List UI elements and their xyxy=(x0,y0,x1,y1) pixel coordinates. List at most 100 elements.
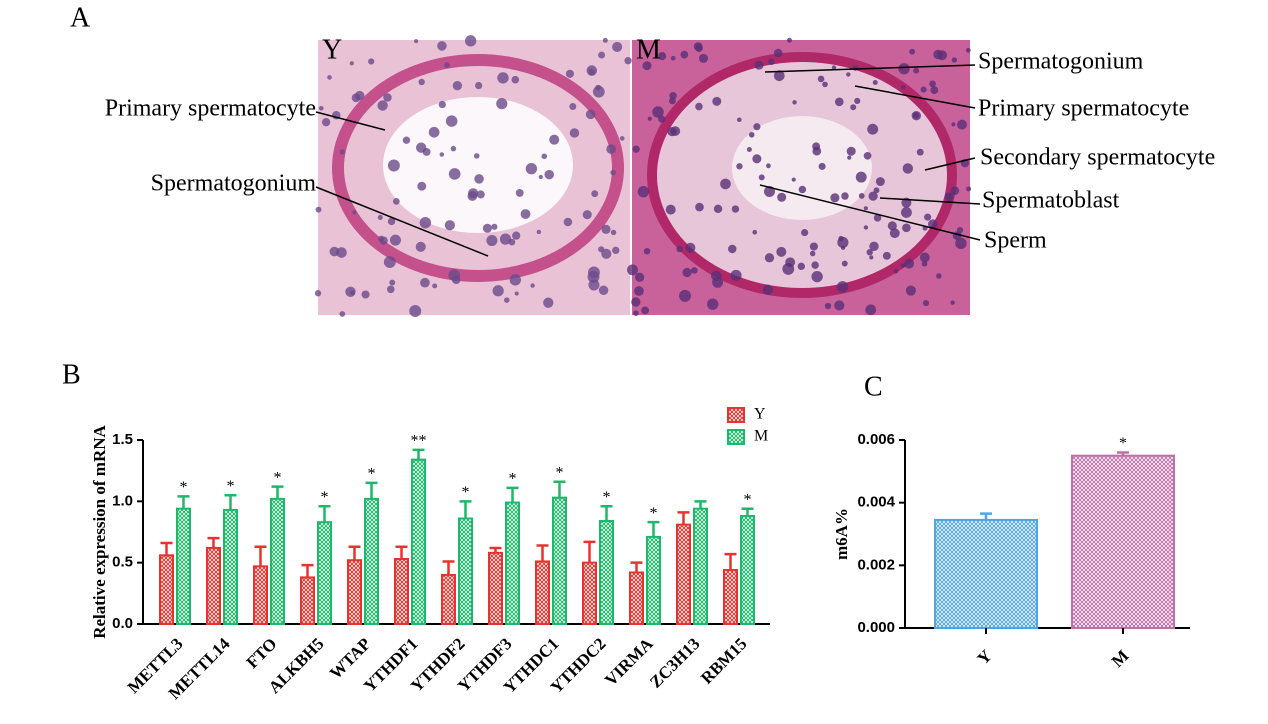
annotation: Primary spermatocyte xyxy=(978,96,1189,122)
error-bar xyxy=(724,552,737,571)
y-tick-label: 1.0 xyxy=(112,492,133,509)
nucleus xyxy=(867,123,879,135)
nucleus xyxy=(474,174,484,184)
nucleus xyxy=(955,237,967,250)
nucleus xyxy=(873,214,882,222)
nucleus xyxy=(889,228,900,239)
nucleus xyxy=(415,241,426,252)
error-bar xyxy=(412,448,425,460)
nucleus xyxy=(720,178,731,190)
y-tick-label: 0.004 xyxy=(857,494,895,511)
nucleus xyxy=(898,63,910,75)
nucleus xyxy=(563,217,573,227)
y-tick-label: 0.5 xyxy=(112,554,133,571)
nucleus xyxy=(349,61,354,66)
nucleus xyxy=(378,235,385,242)
bar xyxy=(582,561,597,626)
x-tick-label: RBM15 xyxy=(697,634,751,688)
nucleus xyxy=(956,226,964,234)
bar xyxy=(505,501,520,625)
nucleus xyxy=(811,261,819,269)
tubule-lumen xyxy=(383,97,573,233)
x-tick-label: FTO xyxy=(243,634,281,672)
nucleus xyxy=(792,100,797,105)
nucleus xyxy=(409,305,422,317)
nucleus xyxy=(921,260,928,267)
nucleus xyxy=(635,272,645,282)
nucleus xyxy=(695,202,704,212)
nucleus xyxy=(841,192,849,200)
significance-label: * xyxy=(180,479,188,496)
nucleus xyxy=(321,118,331,127)
nucleus xyxy=(641,306,649,315)
nucleus xyxy=(924,213,932,221)
nucleus xyxy=(647,116,652,121)
nucleus xyxy=(452,81,463,91)
error-bar xyxy=(348,545,361,561)
bar xyxy=(599,519,614,626)
nucleus xyxy=(798,185,807,194)
nucleus xyxy=(920,86,927,93)
nucleus xyxy=(893,268,899,274)
nucleus xyxy=(525,162,538,175)
nucleus xyxy=(957,119,967,130)
nucleus xyxy=(812,146,822,156)
nucleus xyxy=(713,204,723,214)
y-tick-label: 0.002 xyxy=(857,556,895,573)
nucleus xyxy=(632,145,640,153)
nucleus xyxy=(863,206,868,211)
leader-line xyxy=(854,85,976,109)
nucleus xyxy=(569,103,577,111)
leader-line xyxy=(315,111,386,131)
nucleus xyxy=(685,242,696,253)
nucleus xyxy=(658,52,667,61)
nucleus xyxy=(950,186,960,196)
significance-label: * xyxy=(650,505,658,522)
nucleus xyxy=(386,285,395,294)
nucleus xyxy=(841,260,848,267)
nucleus xyxy=(422,147,431,156)
nucleus xyxy=(444,220,455,231)
nucleus xyxy=(314,290,322,297)
bar xyxy=(223,508,238,626)
nucleus xyxy=(824,302,832,310)
error-bar xyxy=(1117,451,1129,456)
nucleus xyxy=(667,127,677,137)
x-tick-label: ZC3H13 xyxy=(646,634,704,692)
nucleus xyxy=(383,256,396,268)
bar xyxy=(394,557,409,626)
nucleus xyxy=(530,283,535,288)
bar xyxy=(270,497,285,626)
nucleus xyxy=(327,75,332,80)
nucleus xyxy=(511,75,520,84)
nucleus xyxy=(901,207,912,218)
nucleus xyxy=(392,197,400,205)
nucleus xyxy=(351,93,361,103)
nucleus xyxy=(606,144,616,154)
nucleus xyxy=(712,96,722,106)
nucleus xyxy=(937,50,948,61)
nucleus xyxy=(754,60,764,70)
nucleus xyxy=(777,192,787,202)
error-bar xyxy=(553,480,566,498)
nucleus xyxy=(652,106,664,118)
x-tick-label: Y xyxy=(973,646,995,668)
bar xyxy=(646,535,661,626)
nucleus xyxy=(728,244,737,254)
nucleus xyxy=(339,149,345,155)
nucleus xyxy=(746,146,752,153)
error-bar xyxy=(160,541,173,556)
significance-label: * xyxy=(368,466,376,483)
legend-swatch xyxy=(727,429,745,445)
bar xyxy=(740,515,755,626)
error-bar xyxy=(442,560,455,575)
nucleus xyxy=(904,258,915,269)
nucleus xyxy=(966,186,972,192)
nucleus xyxy=(389,279,396,286)
nucleus xyxy=(658,115,666,123)
nucleus xyxy=(850,104,857,111)
nucleus xyxy=(834,300,845,311)
nucleus xyxy=(902,163,913,174)
leader-line xyxy=(879,197,981,205)
nucleus xyxy=(585,109,596,120)
